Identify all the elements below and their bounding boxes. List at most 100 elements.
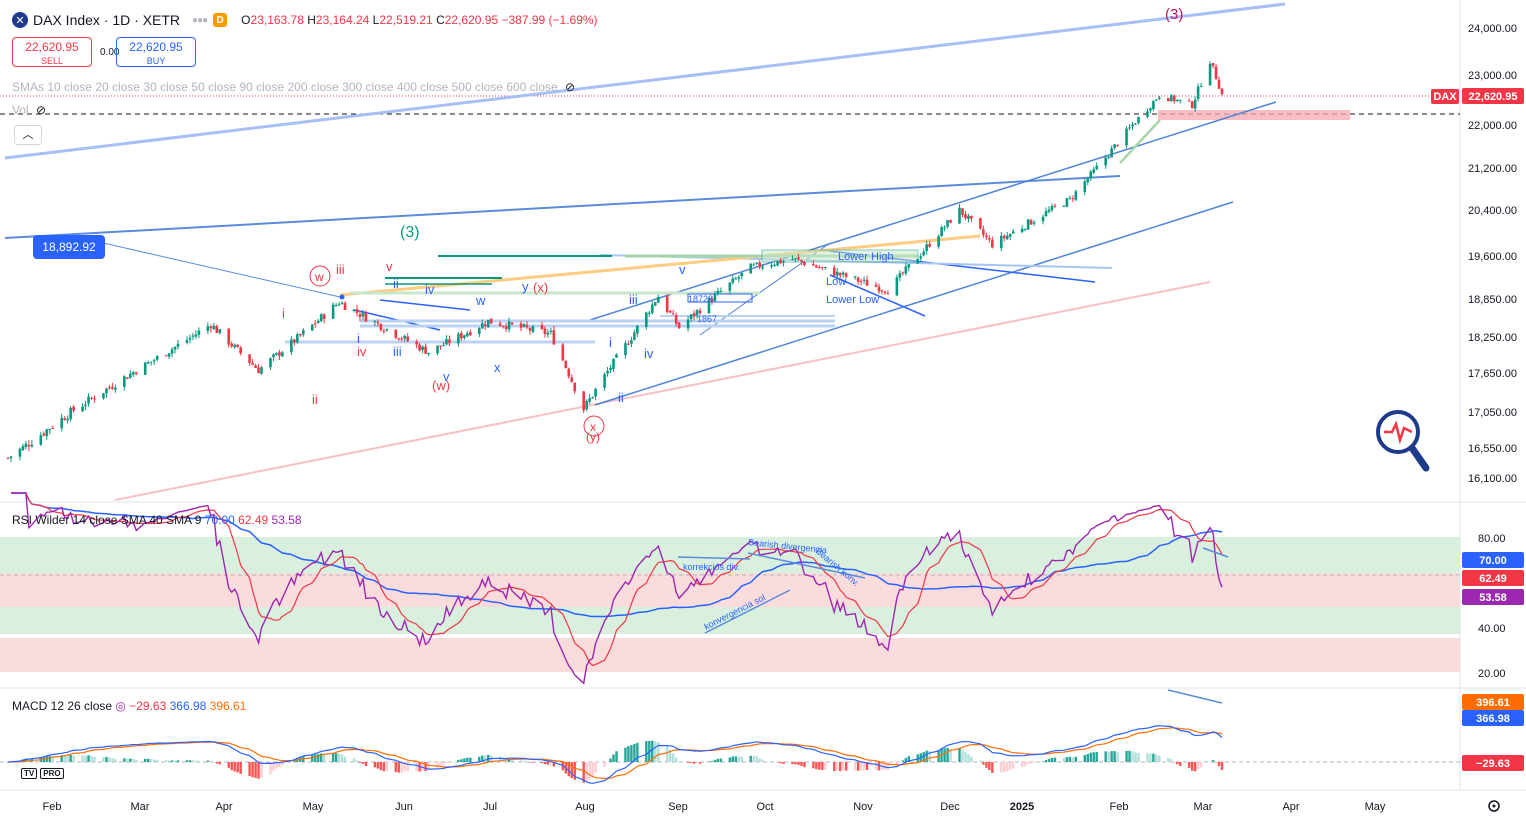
- candle-body: [988, 238, 991, 240]
- macd-histogram-bar: [135, 759, 138, 762]
- eye-hidden-icon[interactable]: ⊘: [36, 103, 47, 117]
- candle-body: [689, 314, 693, 320]
- settings-icon[interactable]: ◎: [115, 699, 126, 713]
- trend-lines[interactable]: [4, 2, 1286, 501]
- candle-body: [486, 319, 490, 328]
- macd-histogram-bar: [1092, 752, 1095, 762]
- svg-text:1867: 1867: [697, 314, 717, 324]
- settings-icon[interactable]: [1488, 800, 1500, 812]
- time-axis[interactable]: Feb Mar Apr May Jun Jul Aug Sep Oct Nov Dec 2025 Feb…: [43, 801, 1386, 813]
- dax-logo-icon: ✕: [12, 12, 28, 28]
- candle-body: [406, 336, 409, 342]
- candle-body: [1074, 191, 1078, 200]
- macd-histogram-bar: [269, 762, 272, 775]
- symbol-title[interactable]: DAX Index · 1D · XETR: [33, 12, 181, 28]
- macd-histogram-bar: [1095, 752, 1098, 762]
- macd-legend[interactable]: MACD 12 26 close ◎ −29.63 366.98 396.61: [12, 699, 247, 713]
- candle-body: [352, 309, 356, 311]
- macd-histogram-bar: [525, 761, 529, 763]
- macd-histogram-bar: [170, 760, 174, 762]
- eye-hidden-icon[interactable]: ⊘: [565, 80, 576, 94]
- macd-histogram-bar: [856, 762, 860, 771]
- macd-histogram-bar: [239, 762, 242, 774]
- candle-body: [671, 313, 675, 315]
- candle-body: [627, 343, 630, 345]
- macd-histogram-bar: [1190, 762, 1194, 771]
- buy-button[interactable]: 22,620.95 BUY: [116, 37, 196, 67]
- candle-body: [964, 214, 967, 219]
- candle-body: [257, 367, 260, 374]
- tradingview-logo[interactable]: TV PRO: [18, 764, 64, 780]
- macd-histogram-bar: [874, 762, 878, 770]
- candle-body: [1050, 205, 1054, 211]
- candle-body: [507, 321, 511, 330]
- svg-text:53.58: 53.58: [1479, 592, 1507, 604]
- candle-body: [594, 388, 597, 397]
- interval-badge[interactable]: D: [213, 13, 228, 27]
- macd-histogram-bar: [964, 752, 967, 762]
- macd-histogram-bar: [114, 759, 117, 762]
- candle-body: [859, 281, 863, 283]
- macd-histogram-bar: [943, 748, 946, 762]
- svg-text:v: v: [386, 259, 393, 274]
- divergence-lines[interactable]: [677, 547, 1229, 704]
- macd-histogram-bar: [695, 762, 699, 764]
- candle-body: [1002, 235, 1006, 239]
- macd-histogram-bar: [191, 760, 195, 762]
- candle-body: [364, 313, 368, 322]
- candle-body: [1113, 144, 1116, 148]
- macd-histogram-bar: [1029, 762, 1033, 764]
- candle-body: [1068, 197, 1072, 199]
- macd-histogram-bar: [176, 760, 180, 762]
- candle-body: [570, 377, 574, 382]
- svg-text:DAX: DAX: [1433, 91, 1457, 103]
- candle-body: [102, 393, 105, 399]
- macd-histogram-bar: [1125, 750, 1128, 762]
- chevron-up-icon[interactable]: ︿: [14, 125, 42, 145]
- macd-histogram-bar: [164, 760, 168, 762]
- macd-histogram-bar: [734, 756, 738, 762]
- rsi-legend[interactable]: RSI Wilder 14 close SMA 40 SMA 9 70.00 6…: [12, 513, 302, 527]
- time-tick-label: Oct: [756, 801, 773, 813]
- macd-histogram-bar: [916, 754, 919, 762]
- macd-histogram-bar: [460, 759, 463, 762]
- candle-body: [1149, 108, 1152, 111]
- macd-histogram-bar: [949, 748, 952, 762]
- macd-histogram-bar: [144, 758, 147, 762]
- resistance-zone[interactable]: [1158, 110, 1350, 120]
- price-callout[interactable]: 18,892.92: [33, 235, 345, 300]
- candle-body: [236, 344, 239, 348]
- macd-histogram-bar: [24, 758, 28, 762]
- candle-body: [665, 295, 669, 312]
- price-axis[interactable]: 16,100.00 16,550.00 17,050.00 17,650.00 18,2…: [1468, 23, 1517, 680]
- macd-histogram-bar: [582, 762, 585, 783]
- macd-histogram-bar: [442, 762, 445, 766]
- sma-legend[interactable]: SMAs 10 close 20 close 30 close 50 close…: [12, 80, 576, 94]
- macd-histogram-bar: [1187, 762, 1191, 768]
- candle-body: [445, 339, 448, 345]
- time-tick-label: Apr: [215, 801, 232, 813]
- svg-text:−29.63: −29.63: [1476, 758, 1510, 770]
- macd-histogram-bar: [1193, 762, 1197, 772]
- candle-body: [525, 324, 529, 328]
- sell-button[interactable]: 22,620.95 SELL: [12, 37, 92, 67]
- macd-histogram-bar: [800, 762, 803, 766]
- volume-legend[interactable]: Vol ⊘: [12, 103, 47, 117]
- candle-body: [248, 354, 251, 363]
- candle-body: [1155, 99, 1158, 101]
- candle-body: [949, 219, 952, 223]
- svg-text:22,620.95: 22,620.95: [1469, 91, 1518, 103]
- candle-body: [979, 218, 982, 229]
- candle-body: [803, 261, 806, 266]
- candle-body: [791, 259, 794, 261]
- price-change: −387.99 (−1.69%): [501, 13, 598, 27]
- candle-body: [615, 354, 618, 358]
- candle-body: [1190, 101, 1194, 109]
- candle-body: [48, 429, 52, 431]
- magnifier-pulse-icon[interactable]: [1376, 410, 1430, 472]
- candle-body: [606, 370, 609, 374]
- candle-body: [916, 258, 920, 264]
- macd-histogram-bar: [839, 762, 842, 772]
- macd-histogram-bar: [87, 755, 90, 762]
